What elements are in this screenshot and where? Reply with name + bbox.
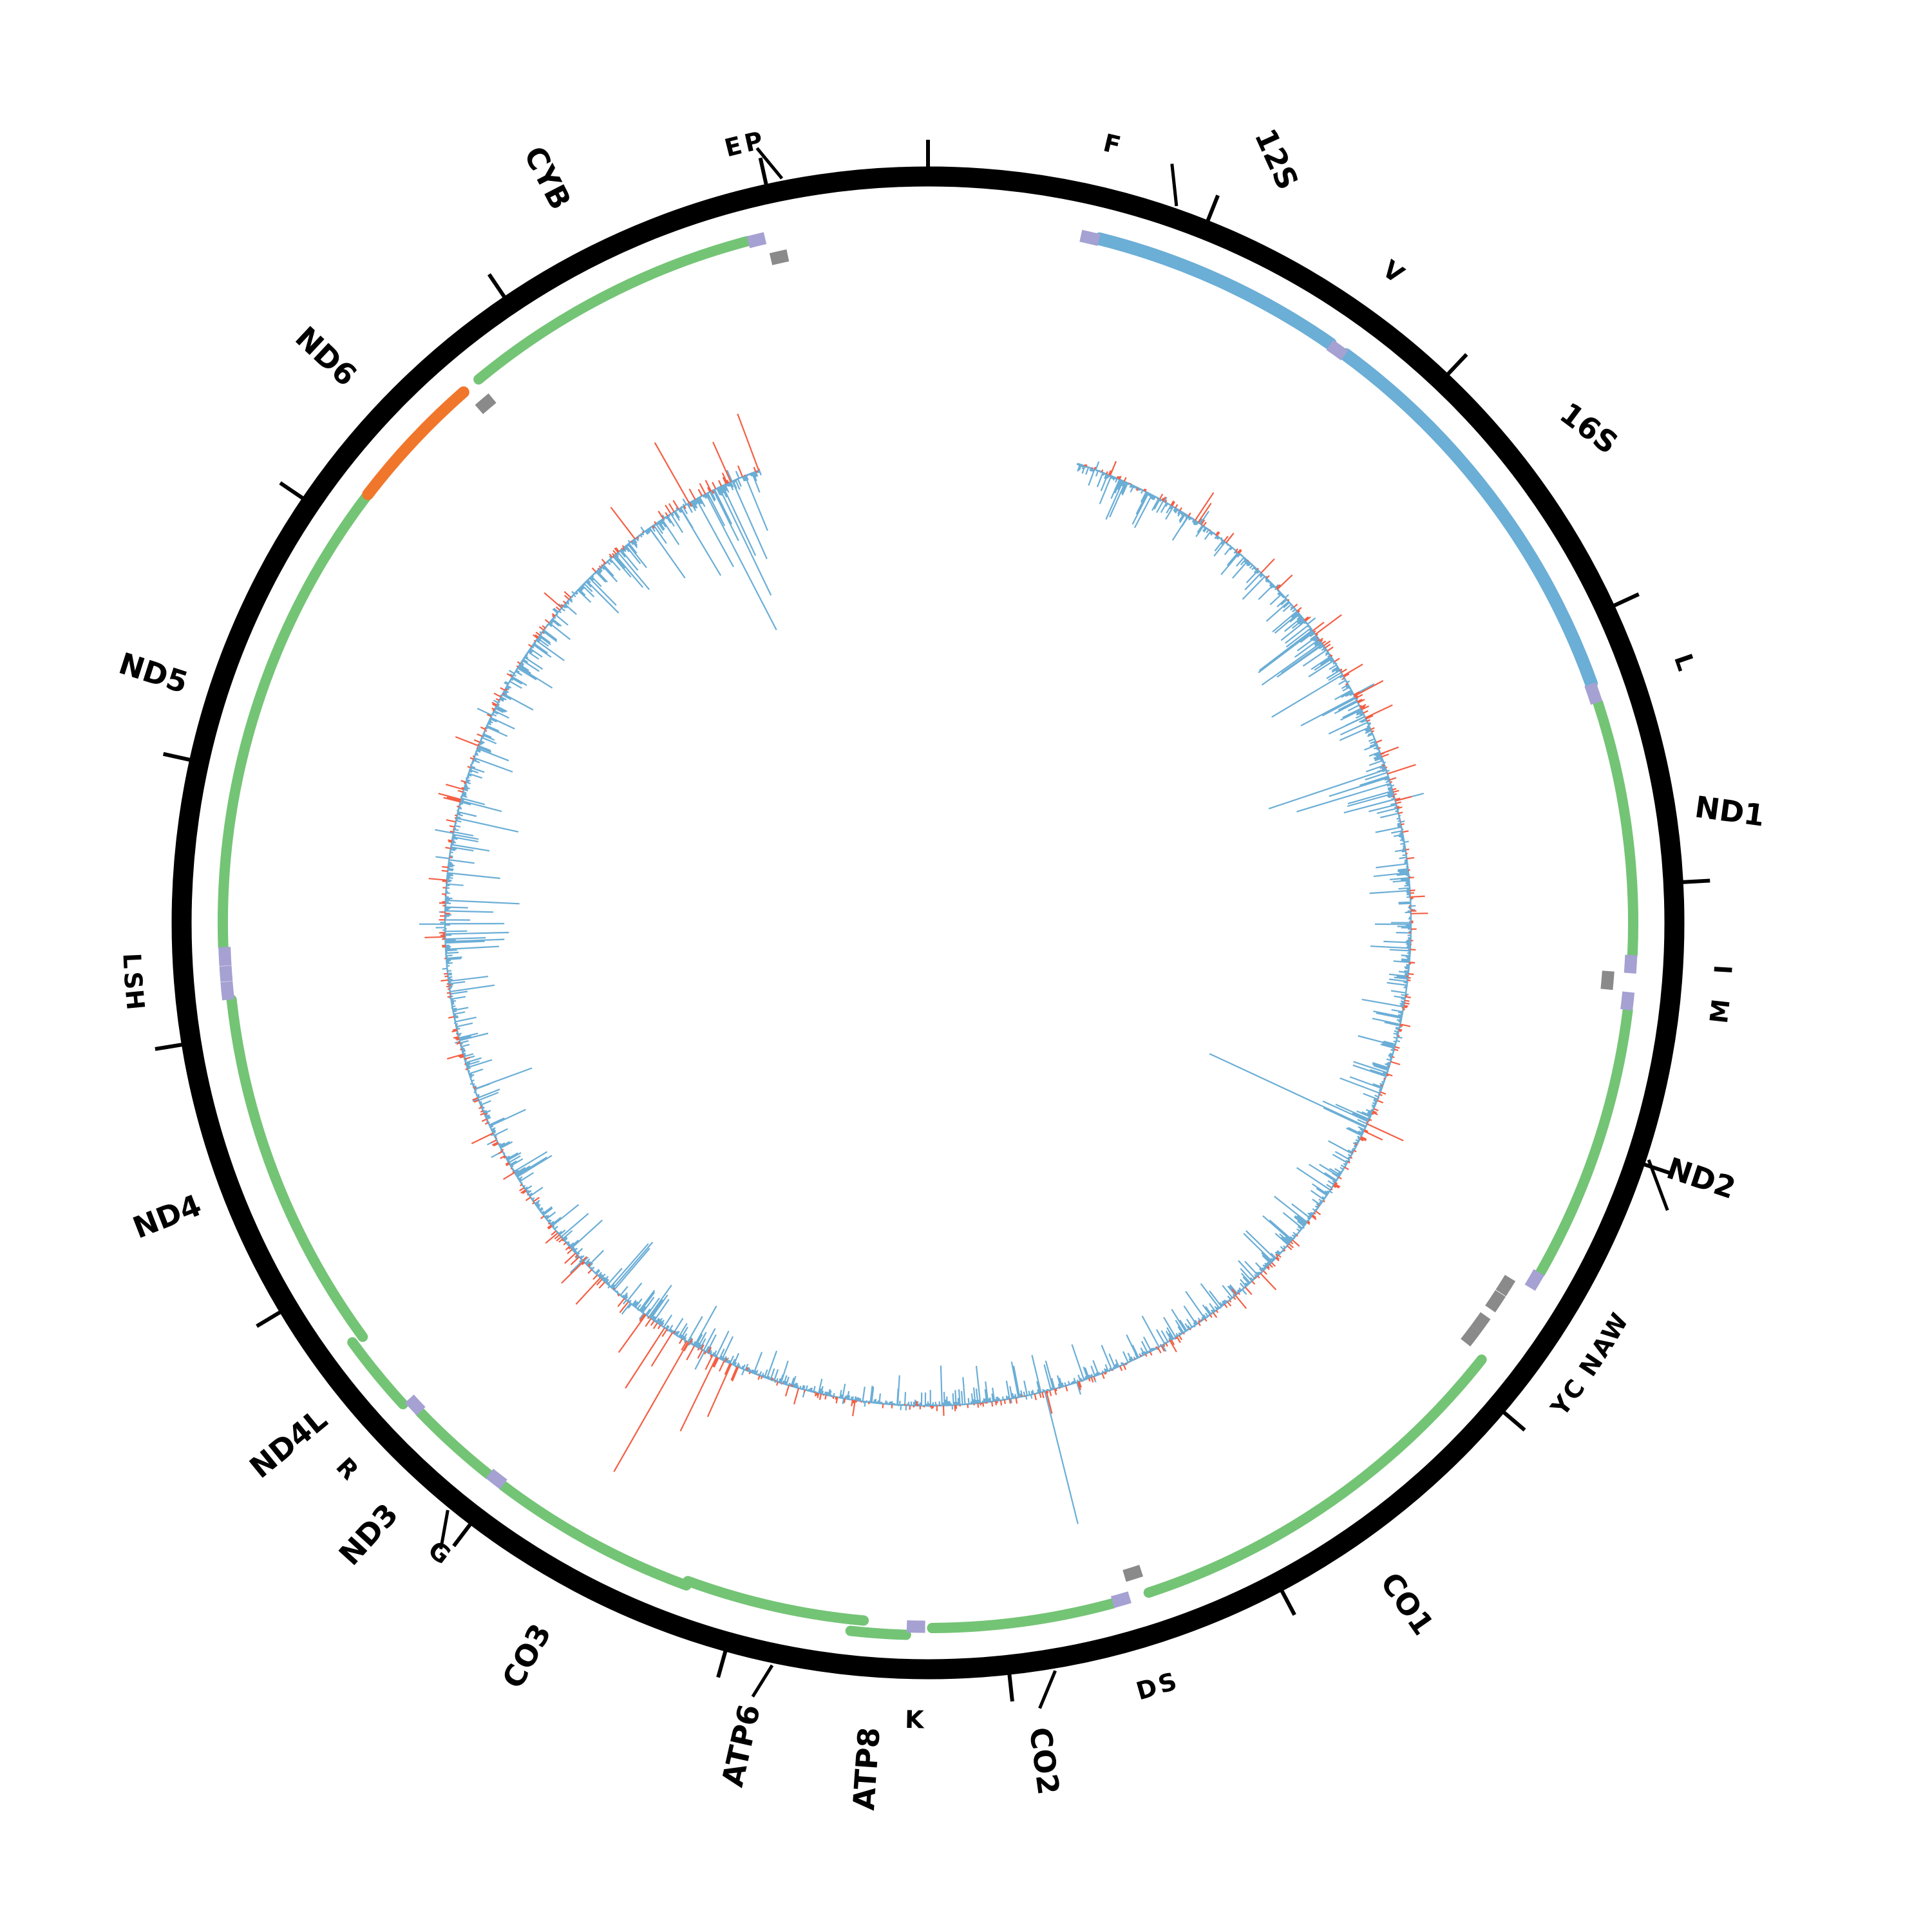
gene-arc-nd1-3307 <box>1593 697 1639 960</box>
trna-mark-n-5657 <box>1485 1290 1506 1312</box>
coverage-track <box>419 413 1428 1524</box>
trna-mark-l-3230 <box>1584 682 1603 705</box>
gene-label-16s-1671: 16S <box>1553 395 1624 460</box>
leader-line-12s <box>1170 164 1179 207</box>
gene-label-co3-9207: CO3 <box>495 1618 558 1694</box>
trna-marks-track <box>218 229 1638 1633</box>
trna-label-f-577: F <box>1101 128 1123 160</box>
gene-arc-nd4l-10470 <box>347 1337 408 1410</box>
gene-label-co1-5904: CO1 <box>1374 1566 1441 1642</box>
gene-label-nd2-4470: ND2 <box>1662 1151 1739 1206</box>
scale-tick-6000 <box>1502 1411 1526 1432</box>
gene-label-nd6-14149: ND6 <box>289 319 363 393</box>
gene-label-co2-7586: CO2 <box>1023 1725 1066 1797</box>
scale-tick-8000 <box>1007 1674 1014 1702</box>
genome-backbone-ring <box>171 166 1685 1680</box>
leader-line-p <box>755 147 784 180</box>
trna-mark-c-5761 <box>1470 1312 1491 1333</box>
trna-label-l-3230: L <box>1669 650 1700 674</box>
trna-mark-m-4402 <box>1620 991 1635 1011</box>
trna-label-i-4263: I <box>1709 964 1738 975</box>
gene-arc-atp8-8366 <box>845 1625 911 1640</box>
trna-mark-trna-14674 <box>475 393 497 415</box>
scale-tick-2000 <box>1446 353 1468 375</box>
gene-arc-co1-5904 <box>1143 1354 1487 1598</box>
trna-mark-g-9991 <box>486 1468 507 1490</box>
trna-mark-trna-4329 <box>1600 971 1615 990</box>
leader-line-g <box>439 1510 450 1549</box>
scale-tick-11000 <box>256 1311 281 1328</box>
scale-tick-10000 <box>452 1523 472 1548</box>
gene-arc-nd2-4470 <box>1535 1005 1633 1278</box>
trna-label-h-12138: H <box>120 988 150 1011</box>
gene-arc-co3-9207 <box>498 1480 692 1591</box>
scale-tick-15000 <box>487 273 506 298</box>
scale-tick-14000 <box>279 481 304 500</box>
trna-mark-d-7518 <box>1111 1591 1132 1608</box>
scale-tick-1000 <box>1206 194 1220 222</box>
gene-label-nd4l-10470: ND4L <box>243 1402 334 1485</box>
leader-line-nd2 <box>1647 1159 1669 1211</box>
gene-arc-nd6-14149 <box>362 386 469 500</box>
gene-label-cyb-14747: CYB <box>517 140 578 215</box>
trna-mark-r-10405 <box>404 1394 426 1416</box>
trna-mark-p-15956 <box>769 249 790 265</box>
trna-label-l-12266: L <box>117 952 146 969</box>
coverage-spikes-blue <box>419 461 1424 1524</box>
trna-label-g-9991: G <box>423 1535 457 1570</box>
gene-arc-12s-648 <box>1093 232 1337 350</box>
trna-mark-y-5826 <box>1461 1325 1481 1347</box>
scale-ticks-track <box>155 140 1710 1702</box>
trna-label-s-12207: S <box>118 971 148 990</box>
trna-mark-i-4263 <box>1624 954 1638 974</box>
trna-label-p-15956: P <box>742 126 766 158</box>
trna-mark-s-7446 <box>1122 1564 1144 1582</box>
scale-tick-16000 <box>758 157 768 185</box>
gene-label-12s-648: 12S <box>1248 124 1305 195</box>
gene-label-nd3-10059: ND3 <box>332 1497 405 1572</box>
trna-mark-w-5512 <box>1524 1269 1545 1291</box>
coverage-spikes-red <box>424 413 1428 1472</box>
scale-tick-9000 <box>716 1651 728 1678</box>
scale-tick-4000 <box>1683 878 1710 884</box>
gene-label-atp8-8366: ATP8 <box>846 1726 887 1812</box>
backbone-ring-track <box>171 166 1685 1680</box>
trna-mark-v-1602 <box>1326 339 1349 361</box>
trna-mark-a-5587 <box>1495 1274 1516 1296</box>
trna-label-k-8295: K <box>905 1705 925 1734</box>
gene-arc-co2-7586 <box>927 1598 1118 1633</box>
gene-label-atp6-8527: ATP6 <box>715 1701 767 1790</box>
gene-labels-track: F 12SV16SLND1IMND2WANCYCO1SDCO2KATP8ATP6C… <box>115 124 1766 1812</box>
trna-label-r-10405: R <box>330 1452 364 1485</box>
trna-mark-e-15888 <box>746 232 767 249</box>
trna-label-v-1602: V <box>1378 255 1410 289</box>
trna-label-m-4402: M <box>1705 998 1736 1025</box>
gene-arc-16s-1671 <box>1339 348 1598 690</box>
gene-arc-nd3-10059 <box>415 1406 494 1480</box>
gene-arc-atp6-8527 <box>683 1576 869 1626</box>
scale-tick-3000 <box>1613 592 1640 607</box>
gene-label-nd1-3307: ND1 <box>1692 790 1766 833</box>
gene-label-nd4-10760: ND4 <box>128 1188 206 1245</box>
gene-arc-cyb-14747 <box>473 236 753 385</box>
label-leader-lines <box>439 147 1669 1709</box>
scale-tick-12000 <box>155 1043 182 1051</box>
scale-tick-13000 <box>162 752 191 762</box>
scale-tick-7000 <box>1280 1590 1296 1616</box>
gene-annotation-track <box>218 232 1639 1640</box>
gene-label-nd5-12337: ND5 <box>115 646 192 700</box>
trna-mark-h-12138 <box>220 981 234 1001</box>
gene-arc-nd4-10760 <box>226 994 368 1342</box>
trna-mark-f-577 <box>1079 229 1101 246</box>
leader-line-atp6 <box>751 1664 774 1698</box>
trna-mark-s-12207 <box>219 965 233 982</box>
leader-line-co2 <box>1038 1670 1057 1709</box>
trna-label-e-15888: E <box>722 131 745 162</box>
scale-tick-5000 <box>1643 1162 1671 1175</box>
gene-arc-nd5-12337 <box>218 489 374 952</box>
